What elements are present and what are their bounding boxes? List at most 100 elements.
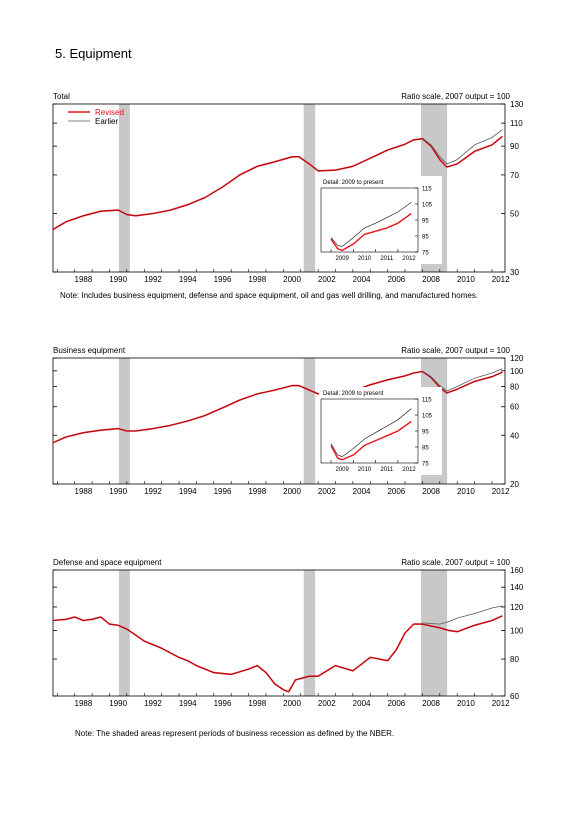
scale-label: Ratio scale, 2007 output = 100 — [401, 346, 510, 355]
x-tick-label: 1994 — [179, 699, 197, 708]
legend-label-earlier: Earlier — [95, 117, 118, 126]
x-tick-label: 1990 — [109, 699, 127, 708]
y-tick-label: 40 — [510, 431, 519, 440]
y-tick-label: 100 — [510, 626, 524, 635]
legend-label-revised: Revised — [95, 108, 124, 117]
series-line-revised-core — [52, 371, 503, 443]
plot-frame — [52, 569, 506, 697]
scale-label: Ratio scale, 2007 output = 100 — [401, 558, 510, 567]
inset-background — [319, 387, 442, 475]
x-tick-label: 1988 — [75, 275, 93, 284]
x-tick-label: 1998 — [248, 699, 266, 708]
y-tick-label: 30 — [510, 268, 519, 277]
x-tick-label: 2006 — [387, 275, 405, 284]
inset-series-line-revised — [330, 213, 412, 252]
y-tick-label: 110 — [510, 119, 523, 128]
y-tick-label: 60 — [510, 403, 519, 412]
recession-band — [118, 358, 130, 484]
x-tick-label: 1998 — [248, 487, 266, 496]
x-tick-label: 2008 — [422, 487, 440, 496]
x-tick-label: 1990 — [109, 487, 127, 496]
inset-x-tick-label: 2009 — [336, 467, 350, 473]
x-tick-label: 2000 — [283, 699, 301, 708]
scale-label: Ratio scale, 2007 output = 100 — [401, 92, 510, 101]
chart-title: Total — [53, 92, 70, 101]
page-title: 5. Equipment — [55, 46, 132, 61]
inset-x-tick-label: 2009 — [336, 256, 350, 262]
x-tick-label: 1988 — [75, 699, 93, 708]
x-tick-label: 2002 — [318, 487, 336, 496]
x-tick-label: 2000 — [283, 487, 301, 496]
y-tick-label: 100 — [510, 367, 524, 376]
inset-y-tick-label: 95 — [422, 430, 429, 436]
y-tick-label: 80 — [510, 383, 519, 392]
y-tick-label: 50 — [510, 209, 519, 218]
x-tick-label: 1998 — [248, 275, 266, 284]
y-tick-label: 80 — [510, 655, 519, 664]
x-tick-label: 2010 — [457, 275, 475, 284]
recession-band — [303, 358, 316, 484]
x-tick-label: 2002 — [318, 699, 336, 708]
inset-series-line-earlier — [330, 408, 412, 457]
x-tick-label: 1994 — [179, 275, 197, 284]
y-tick-label: 160 — [510, 566, 524, 575]
x-tick-label: 1994 — [179, 487, 197, 496]
series-line-revised-core — [52, 136, 503, 230]
recession-band — [118, 104, 130, 272]
x-tick-label: 1990 — [109, 275, 127, 284]
y-tick-label: 120 — [510, 354, 524, 363]
x-tick-label: 2006 — [387, 699, 405, 708]
x-tick-label: 2012 — [492, 699, 510, 708]
inset-x-tick-label: 2012 — [402, 256, 416, 262]
x-tick-label: 2008 — [422, 699, 440, 708]
inset-x-tick-label: 2012 — [402, 467, 416, 473]
x-tick-label: 1988 — [75, 487, 93, 496]
recession-band — [303, 570, 316, 696]
y-tick-label: 20 — [510, 480, 519, 489]
y-tick-label: 70 — [510, 171, 519, 180]
x-tick-label: 1996 — [214, 487, 232, 496]
inset-y-tick-label: 85 — [422, 235, 429, 241]
x-tick-label: 1992 — [144, 275, 162, 284]
chart-title: Defense and space equipment — [53, 558, 162, 567]
inset-y-tick-label: 105 — [422, 414, 433, 420]
x-tick-label: 2000 — [283, 275, 301, 284]
x-tick-label: 2004 — [353, 487, 371, 496]
inset-y-tick-label: 75 — [422, 462, 429, 468]
business-equipment-chart: Business equipment Ratio scale, 2007 outp… — [52, 346, 524, 496]
x-tick-label: 1992 — [144, 487, 162, 496]
x-tick-label: 2012 — [492, 487, 510, 496]
y-tick-label: 90 — [510, 142, 519, 151]
chart-title: Business equipment — [53, 346, 126, 355]
inset-y-tick-label: 105 — [422, 203, 433, 209]
y-tick-label: 140 — [510, 583, 524, 592]
series-line-earlier — [422, 368, 503, 392]
x-tick-label: 2002 — [318, 275, 336, 284]
plot-frame — [52, 357, 506, 485]
series-line-earlier — [422, 605, 503, 625]
inset-x-tick-label: 2011 — [380, 467, 394, 473]
inset-series-line-revised — [330, 420, 412, 461]
recession-band — [118, 570, 130, 696]
x-tick-label: 1996 — [214, 699, 232, 708]
x-tick-label: 1992 — [144, 699, 162, 708]
inset-y-tick-label: 95 — [422, 219, 429, 225]
inset-y-tick-label: 115 — [422, 187, 432, 193]
x-tick-label: 2008 — [422, 275, 440, 284]
inset-title: Detail: 2009 to present — [323, 180, 384, 186]
note-recession: Note: The shaded areas represent periods… — [75, 729, 395, 738]
x-tick-label: 2004 — [353, 275, 371, 284]
x-tick-label: 2004 — [353, 699, 371, 708]
plot-frame — [52, 103, 506, 273]
y-tick-label: 120 — [510, 603, 524, 612]
defense-space-chart: Defense and space equipment Ratio scale, … — [52, 558, 524, 708]
inset-x-tick-label: 2010 — [358, 256, 372, 262]
inset-x-tick-label: 2010 — [358, 467, 372, 473]
series-line-revised-core — [52, 615, 503, 693]
x-tick-label: 2012 — [492, 275, 510, 284]
recession-band — [303, 104, 316, 272]
inset-y-tick-label: 85 — [422, 446, 429, 452]
inset-title: Detail: 2009 to present — [323, 391, 384, 397]
series-line-earlier — [422, 129, 503, 165]
inset-series-line-earlier — [330, 202, 412, 247]
